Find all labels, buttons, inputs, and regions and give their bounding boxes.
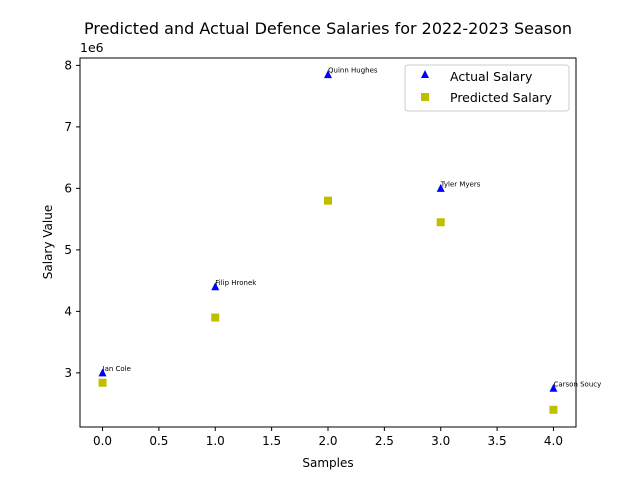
predicted-salary-point [436, 218, 445, 227]
y-axis-ticks: 3 4 5 6 7 8 [64, 58, 80, 380]
legend: Actual Salary Predicted Salary [404, 64, 570, 112]
y-tick-label: 8 [64, 58, 72, 72]
x-axis-label: Samples [302, 456, 353, 470]
x-tick-label: 0.0 [93, 434, 112, 448]
legend-triangle-icon [421, 70, 429, 78]
player-annotation: Carson Soucy [553, 380, 601, 388]
player-annotation: Ian Cole [103, 365, 131, 373]
player-annotation: Filip Hronek [215, 279, 257, 287]
predicted-salary-point [324, 196, 332, 205]
x-tick-label: 2.0 [318, 434, 337, 448]
y-offset-label: 1e6 [80, 40, 104, 55]
x-tick-label: 3.0 [431, 434, 450, 448]
legend-actual-label: Actual Salary [450, 69, 533, 84]
legend-predicted-label: Predicted Salary [450, 90, 553, 105]
y-tick-label: 5 [64, 243, 72, 257]
legend-box [404, 64, 570, 112]
predicted-salary-point [211, 313, 220, 322]
x-tick-label: 1.5 [262, 434, 281, 448]
actual-salary-point [98, 368, 107, 377]
x-tick-label: 2.5 [375, 434, 394, 448]
actual-salary-point [324, 70, 332, 79]
actual-salary-point [549, 383, 558, 392]
point-annotations: Ian Cole Filip Hronek Quinn Hughes Tyler My… [103, 67, 602, 389]
y-tick-label: 6 [64, 181, 72, 195]
data-points [98, 70, 558, 414]
x-axis-ticks: 0.0 0.5 1.0 1.5 2.0 2.5 3.0 3.5 4.0 [93, 427, 563, 448]
legend-square-icon [421, 93, 429, 101]
player-annotation: Quinn Hughes [328, 67, 378, 75]
plot-frame [79, 57, 577, 428]
y-tick-label: 3 [64, 366, 72, 380]
actual-salary-point [436, 183, 445, 192]
actual-salary-point [211, 282, 220, 291]
chart-title: Predicted and Actual Defence Salaries fo… [84, 19, 572, 38]
predicted-salary-point [98, 378, 107, 387]
player-annotation: Tyler Myers [440, 180, 481, 188]
y-tick-label: 7 [64, 120, 72, 134]
y-tick-label: 4 [64, 304, 72, 318]
x-tick-label: 3.5 [488, 434, 507, 448]
x-tick-label: 1.0 [206, 434, 225, 448]
x-tick-label: 0.5 [149, 434, 168, 448]
predicted-salary-point [549, 405, 558, 414]
x-tick-label: 4.0 [544, 434, 563, 448]
y-axis-label: Salary Value [41, 205, 55, 279]
